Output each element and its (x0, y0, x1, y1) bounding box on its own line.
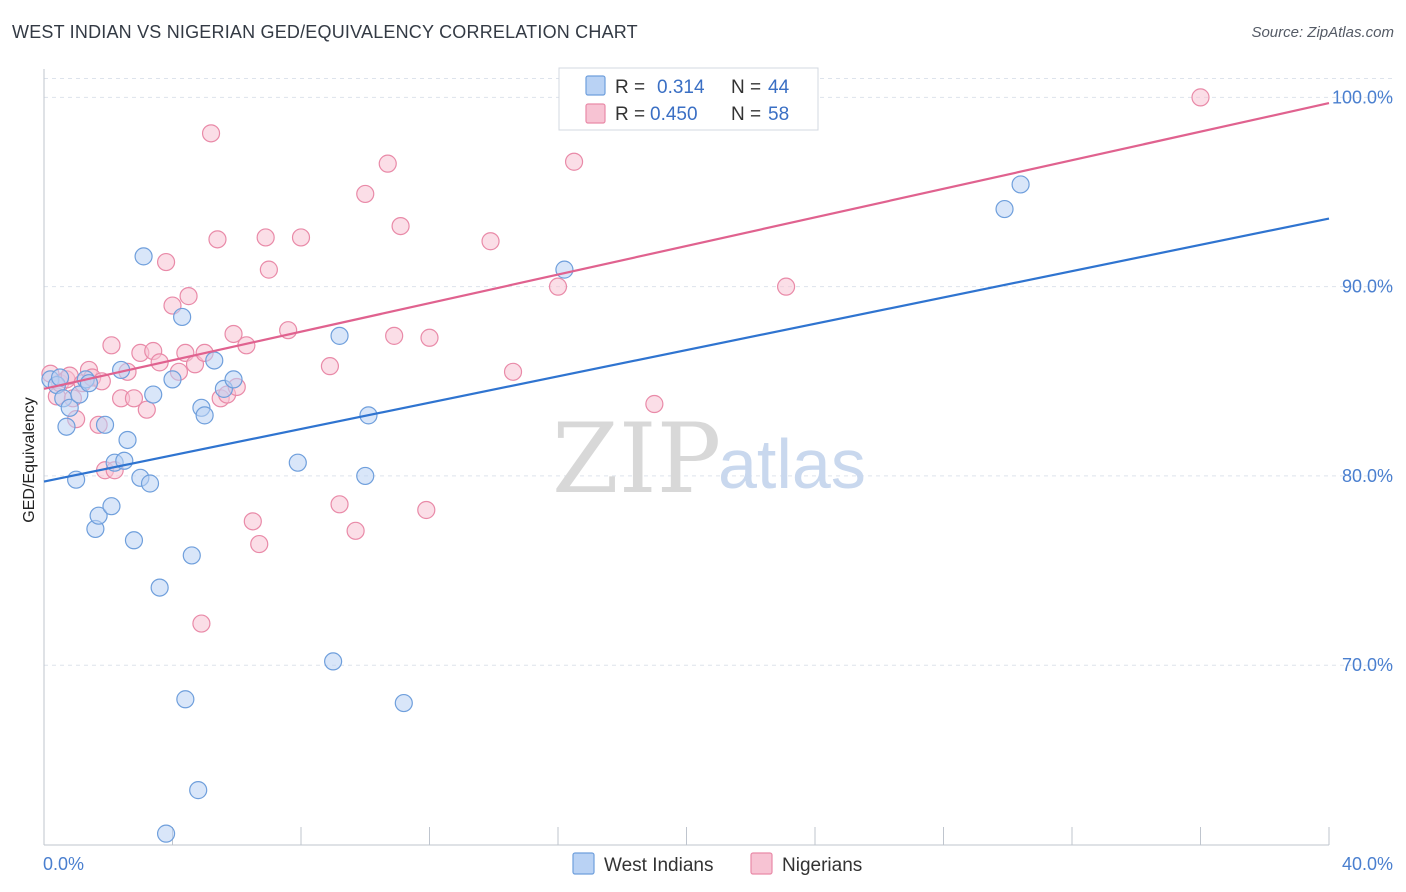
west-indians-point (356, 466, 375, 486)
legend-r-value-nigerians: 0.450 (650, 104, 698, 125)
nigerians-trend-line (43, 101, 1330, 390)
x-tick-label: 40.0% (1342, 854, 1393, 874)
west-indians-points (41, 175, 1030, 843)
nigerians-point (259, 260, 278, 279)
west-indians-point (173, 307, 192, 327)
west-indians-point (182, 546, 201, 565)
west-indians-point (189, 781, 208, 800)
watermark-zip: ZIP (552, 403, 721, 515)
watermark: ZIP atlas (552, 403, 866, 515)
nigerians-point (137, 400, 156, 419)
nigerians-point (179, 287, 198, 306)
nigerians-point (385, 326, 404, 345)
west-indians-point (394, 693, 413, 713)
y-axis-title: GED/Equivalency (21, 397, 38, 522)
nigerians-point (645, 394, 664, 414)
west-indians-point (118, 430, 137, 450)
nigerians-point (420, 328, 439, 347)
nigerians-point (503, 362, 523, 381)
legend-r-label-west-indians: R = (615, 77, 645, 98)
y-tick-label: 90.0% (1342, 277, 1393, 297)
west-indians-point (95, 415, 115, 434)
nigerians-point (201, 124, 221, 143)
grid-lines (44, 77, 1394, 666)
west-indians-point (1011, 175, 1030, 194)
axes (43, 69, 1330, 846)
west-indians-point (144, 385, 163, 404)
nigerians-point (156, 252, 176, 272)
nigerians-point (243, 512, 262, 531)
nigerians-point (564, 152, 584, 171)
series-legend: West Indians Nigerians (572, 852, 862, 876)
west-indians-point (156, 824, 176, 843)
west-indians-point (330, 326, 349, 345)
west-indians-point (134, 247, 153, 266)
bottom-legend-label-west-indians: West Indians (604, 855, 713, 876)
y-tick-label: 100.0% (1332, 87, 1393, 107)
legend-n-value-nigerians: 58 (768, 104, 789, 125)
correlation-legend: R = 0.314 N = 44 R = 0.450 N = 58 (558, 67, 819, 131)
nigerians-point (417, 500, 436, 520)
nigerians-point (256, 228, 275, 247)
west-indians-point (57, 417, 76, 436)
west-indians-point (89, 506, 108, 525)
nigerians-point (291, 228, 311, 247)
west-indians-point (163, 370, 182, 389)
nigerians-point (250, 534, 269, 554)
legend-r-label-nigerians: R = (615, 104, 645, 125)
bottom-legend-label-nigerians: Nigerians (782, 855, 862, 876)
trend-lines (43, 101, 1330, 483)
west-indians-point (60, 398, 79, 417)
west-indians-point (288, 453, 307, 472)
watermark-atlas: atlas (718, 425, 866, 503)
legend-swatch-west-indians (585, 75, 606, 96)
legend-n-value-west-indians: 44 (768, 77, 790, 98)
nigerians-point (391, 216, 410, 236)
west-indians-point (224, 370, 243, 389)
west-indians-trend-line (43, 217, 1330, 483)
bottom-legend-swatch-west-indians (572, 852, 595, 875)
nigerians-point (102, 336, 121, 355)
nigerians-point (378, 154, 397, 173)
nigerians-point (346, 521, 365, 540)
legend-r-value-west-indians: 0.314 (657, 77, 705, 98)
west-indians-point (195, 406, 214, 425)
west-indians-point (150, 578, 169, 597)
west-indians-point (140, 474, 160, 493)
nigerians-point (208, 230, 227, 249)
nigerians-point (224, 324, 243, 344)
y-tick-labels: 70.0% 80.0% 90.0% 100.0% (1332, 87, 1393, 675)
nigerians-point (356, 184, 375, 204)
west-indians-point (555, 260, 574, 279)
x-tick-label: 0.0% (43, 854, 84, 874)
legend-swatch-nigerians (585, 103, 606, 124)
nigerians-point (192, 614, 211, 633)
chart-source: Source: ZipAtlas.com (1251, 24, 1394, 41)
nigerians-point (776, 277, 796, 296)
legend-n-label-west-indians: N = (731, 77, 761, 98)
nigerians-point (330, 495, 349, 514)
nigerians-point (1191, 88, 1210, 107)
nigerians-point (481, 232, 500, 251)
nigerians-point (548, 277, 568, 296)
west-indians-point (176, 690, 195, 709)
chart-title: WEST INDIAN VS NIGERIAN GED/EQUIVALENCY … (12, 22, 638, 42)
bottom-legend-swatch-nigerians (750, 852, 773, 875)
y-tick-label: 70.0% (1342, 655, 1393, 675)
west-indians-point (324, 652, 343, 671)
legend-n-label-nigerians: N = (731, 104, 761, 125)
west-indians-point (995, 199, 1014, 219)
nigerians-point (320, 357, 340, 376)
west-indians-point (102, 497, 121, 516)
y-tick-label: 80.0% (1342, 466, 1393, 486)
nigerians-point (124, 389, 144, 408)
west-indians-point (124, 531, 144, 550)
x-tick-labels: 0.0% 40.0% (43, 854, 1393, 874)
west-indians-point (205, 351, 224, 370)
